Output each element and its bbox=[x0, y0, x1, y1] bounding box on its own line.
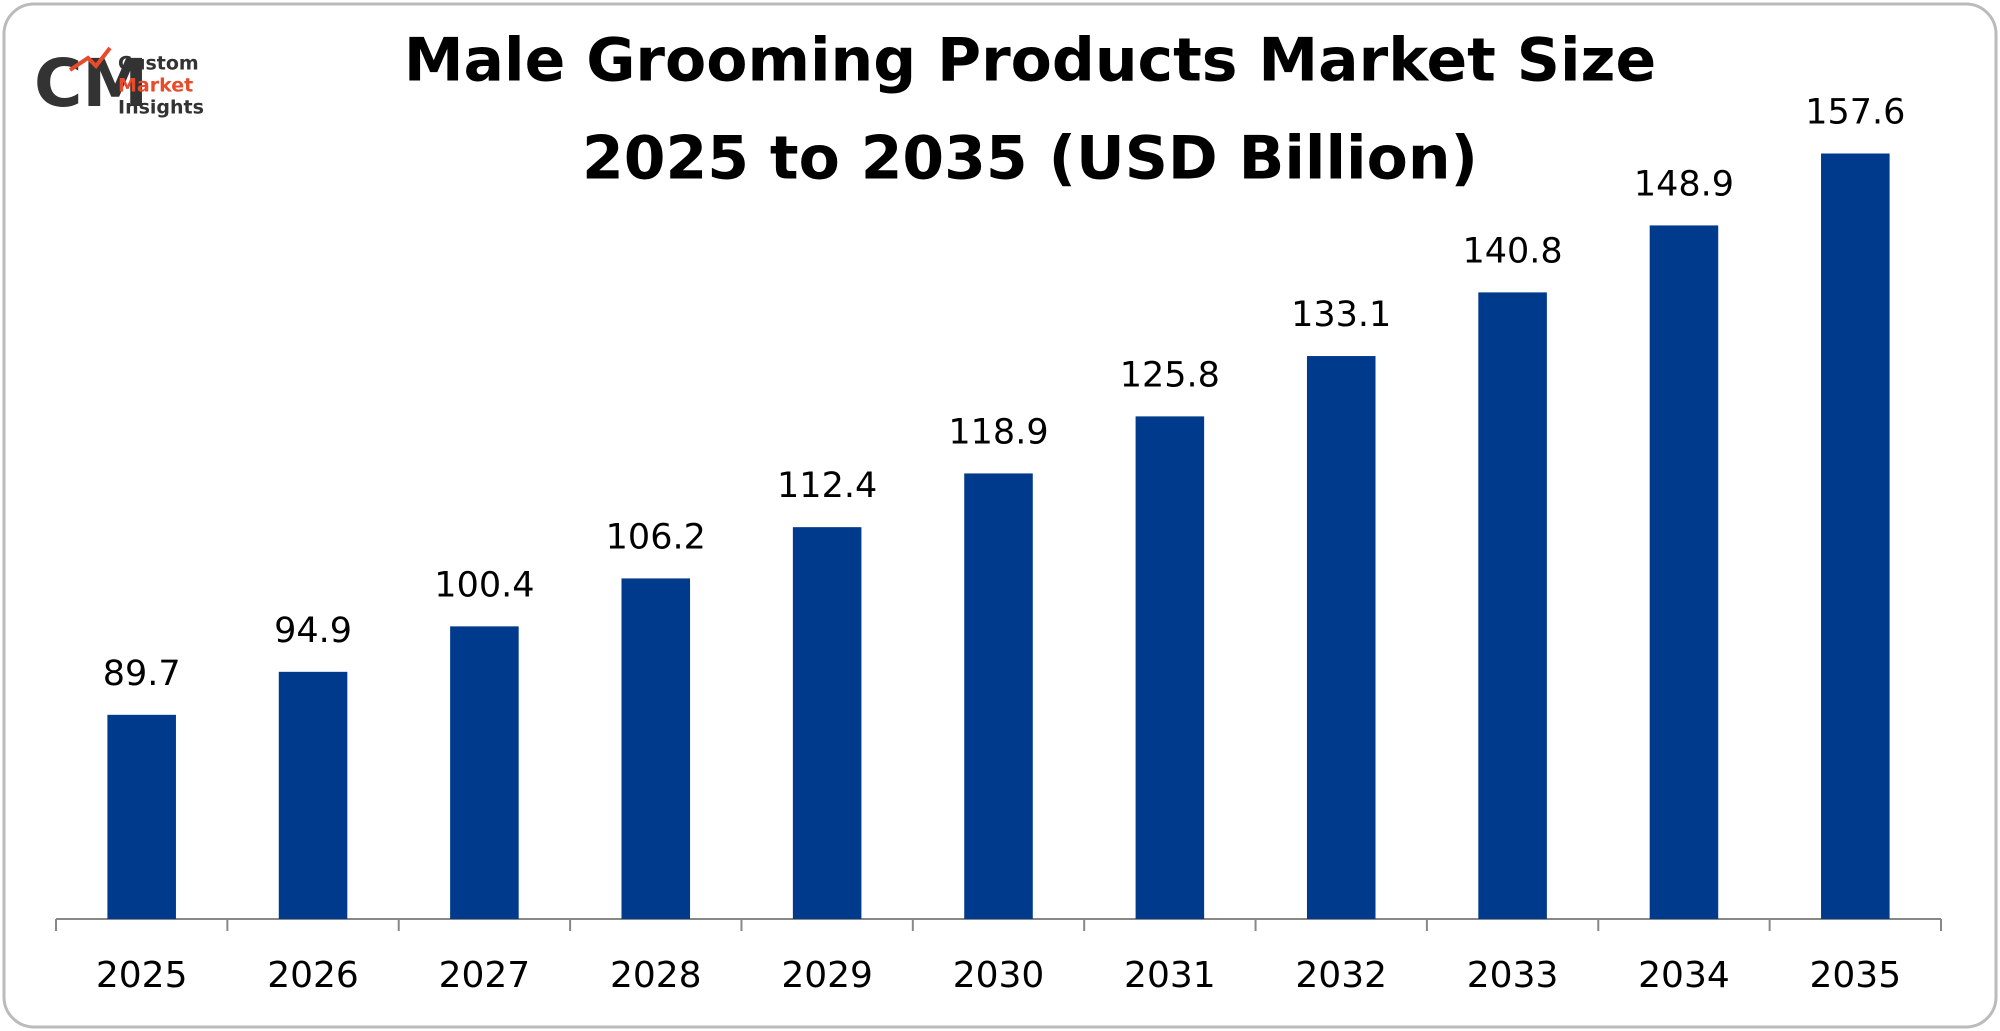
bar bbox=[1135, 416, 1205, 919]
x-tick-label: 2030 bbox=[953, 955, 1045, 996]
logo-arrow bbox=[68, 46, 112, 72]
value-label: 94.9 bbox=[274, 611, 352, 651]
chart-title: 2025 to 2035 (USD Billion) bbox=[582, 124, 1478, 194]
value-label: 157.6 bbox=[1805, 93, 1905, 133]
value-label: 118.9 bbox=[948, 412, 1048, 452]
x-tick-label: 2033 bbox=[1467, 955, 1559, 996]
x-tick-label: 2028 bbox=[610, 955, 702, 996]
x-tick-label: 2026 bbox=[267, 955, 359, 996]
bar bbox=[107, 714, 176, 919]
logo: CM Custom Market Insights bbox=[34, 45, 204, 122]
value-label: 100.4 bbox=[434, 565, 534, 605]
bar bbox=[1649, 225, 1719, 920]
bar bbox=[1306, 356, 1376, 919]
x-tick-label: 2032 bbox=[1295, 955, 1387, 996]
value-label: 133.1 bbox=[1291, 295, 1391, 335]
bar bbox=[792, 527, 862, 919]
x-tick-label: 2025 bbox=[96, 955, 188, 996]
logo-text: Insights bbox=[118, 97, 204, 119]
value-label: 112.4 bbox=[777, 466, 877, 506]
value-label: 140.8 bbox=[1462, 231, 1562, 271]
value-label: 106.2 bbox=[606, 517, 706, 557]
x-tick-label: 2029 bbox=[781, 955, 873, 996]
logo-text: Market bbox=[118, 75, 193, 97]
chart-title: Male Grooming Products Market Size bbox=[404, 26, 1656, 96]
x-tick-label: 2035 bbox=[1810, 955, 1902, 996]
bar bbox=[1821, 153, 1890, 920]
value-label: 148.9 bbox=[1634, 164, 1734, 204]
bar bbox=[964, 473, 1033, 919]
x-tick-label: 2031 bbox=[1124, 955, 1216, 996]
x-tick-label: 2034 bbox=[1638, 955, 1730, 996]
logo-text: Custom bbox=[118, 53, 199, 75]
value-label: 89.7 bbox=[103, 654, 181, 694]
bar bbox=[621, 578, 691, 919]
bar bbox=[450, 626, 519, 919]
bar bbox=[278, 671, 348, 919]
logo-mark: CM bbox=[34, 45, 148, 122]
value-label: 125.8 bbox=[1120, 355, 1220, 395]
x-tick-label: 2027 bbox=[439, 955, 531, 996]
bar bbox=[1478, 292, 1547, 919]
